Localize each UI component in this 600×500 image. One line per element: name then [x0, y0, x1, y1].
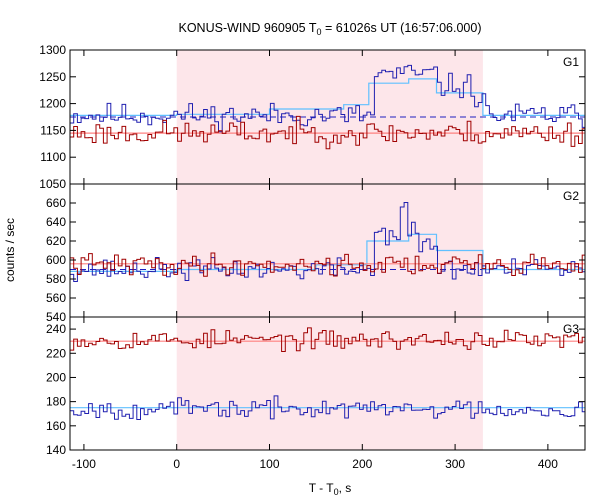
series-red [70, 327, 585, 352]
y-tick-label: 1050 [39, 177, 66, 191]
y-tick-label: 660 [46, 196, 66, 210]
panel-frame [69, 316, 586, 451]
panel-g3: 140 160 180 200 220 240 G3 [46, 316, 586, 457]
panel-label: G3 [563, 322, 579, 336]
y-axis-label: counts / sec [3, 218, 17, 282]
x-tick-label: -100 [72, 457, 96, 471]
y-tick-label: 1100 [40, 150, 66, 164]
x-tick-label: 200 [352, 457, 372, 471]
chart-title: KONUS-WIND 960905 T0 = 61026s UT (16:57:… [179, 21, 482, 37]
y-tick-label: 640 [46, 215, 66, 229]
x-tick-label: 400 [538, 457, 558, 471]
y-tick-label: 200 [46, 370, 66, 384]
series-red [70, 115, 585, 150]
panel-label: G1 [563, 55, 579, 69]
y-tick-label: 560 [46, 291, 66, 305]
panel-g2: 540 560 580 600 620 640 660 G2 [46, 183, 586, 324]
y-tick-label: 1200 [39, 97, 66, 111]
y-tick-label: 540 [46, 310, 66, 324]
y-tick-label: 220 [46, 346, 66, 360]
y-tick-label: 160 [46, 419, 66, 433]
series-blue [70, 202, 585, 282]
x-tick-label: 100 [259, 457, 279, 471]
y-tick-label: 1250 [39, 70, 66, 84]
series-red [70, 252, 585, 277]
panel-label: G2 [563, 189, 579, 203]
series-blue [70, 395, 585, 420]
panel-g1: 1050 1100 1150 1200 1250 1300 G1 [39, 43, 586, 191]
interval-shading [176, 184, 483, 317]
y-tick-label: 580 [46, 272, 66, 286]
x-axis-label: T - T0, s [309, 481, 352, 497]
y-tick-label: 600 [46, 253, 66, 267]
y-tick-label: 140 [46, 443, 66, 457]
y-tick-label: 620 [46, 234, 66, 248]
y-tick-label: 180 [46, 395, 66, 409]
series-blue [70, 64, 585, 133]
y-tick-label: 1150 [40, 123, 66, 137]
y-tick-label: 240 [46, 322, 66, 336]
x-tick-label: 0 [173, 457, 180, 471]
panels: 1050 1100 1150 1200 1250 1300 G1 540 560 580 600 62… [39, 43, 586, 471]
x-tick-label: 300 [445, 457, 465, 471]
y-tick-label: 1300 [39, 43, 66, 57]
